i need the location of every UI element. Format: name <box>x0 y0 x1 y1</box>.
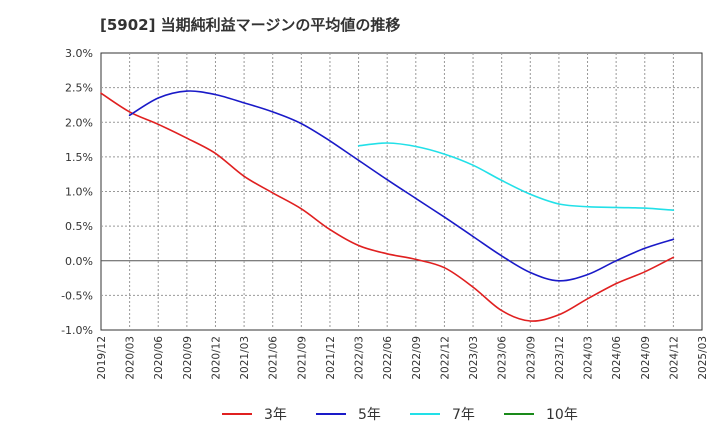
x-tick-label: 2019/12 <box>96 336 108 380</box>
x-tick-label: 2024/03 <box>583 336 595 380</box>
y-tick-label: 0.5% <box>65 220 93 233</box>
x-tick-label: 2025/03 <box>697 336 709 380</box>
x-tick-label: 2020/12 <box>210 336 222 380</box>
legend-label-4: 10年 <box>546 407 578 423</box>
x-tick-label: 2024/12 <box>668 336 680 380</box>
y-tick-label: 0.0% <box>65 255 93 268</box>
x-tick-label: 2022/03 <box>354 336 366 380</box>
x-tick-label: 2022/06 <box>382 336 394 380</box>
y-tick-label: 2.0% <box>65 116 93 129</box>
x-tick-label: 2023/06 <box>497 336 509 380</box>
legend-layer: 3年 5年 7年 10年 <box>222 407 578 423</box>
x-tick-label: 2021/03 <box>239 336 251 380</box>
x-tick-label: 2020/03 <box>125 336 137 380</box>
y-tick-label: 1.5% <box>65 151 93 164</box>
x-tick-label: 2021/06 <box>268 336 280 380</box>
x-tick-label: 2024/09 <box>640 336 652 380</box>
grid-layer <box>100 52 703 331</box>
series-line-1 <box>100 92 675 322</box>
y-tick-label: -0.5% <box>61 289 93 302</box>
legend-label-2: 5年 <box>358 407 381 423</box>
legend-label-3: 7年 <box>452 407 475 423</box>
series-line-2 <box>128 90 675 282</box>
axis-layer: 3.0%2.5%2.0%1.5%1.0%0.5%0.0%-0.5%-1.0%20… <box>61 47 709 380</box>
x-tick-label: 2022/09 <box>411 336 423 380</box>
x-tick-label: 2020/09 <box>182 336 194 380</box>
y-tick-label: 1.0% <box>65 186 93 199</box>
y-tick-label: 2.5% <box>65 82 93 95</box>
x-tick-label: 2023/09 <box>525 336 537 380</box>
x-tick-label: 2021/09 <box>296 336 308 380</box>
y-tick-label: -1.0% <box>61 324 93 337</box>
series-layer <box>100 90 675 322</box>
x-tick-label: 2023/12 <box>554 336 566 380</box>
x-tick-label: 2021/12 <box>325 336 337 380</box>
legend-label-1: 3年 <box>264 407 287 423</box>
series-line-3 <box>357 142 675 211</box>
y-tick-label: 3.0% <box>65 47 93 60</box>
x-tick-label: 2024/06 <box>611 336 623 380</box>
x-tick-label: 2022/12 <box>439 336 451 380</box>
x-tick-label: 2023/03 <box>468 336 480 380</box>
chart-title: [5902] 当期純利益マージンの平均値の推移 <box>100 16 401 34</box>
x-tick-label: 2020/06 <box>153 336 165 380</box>
